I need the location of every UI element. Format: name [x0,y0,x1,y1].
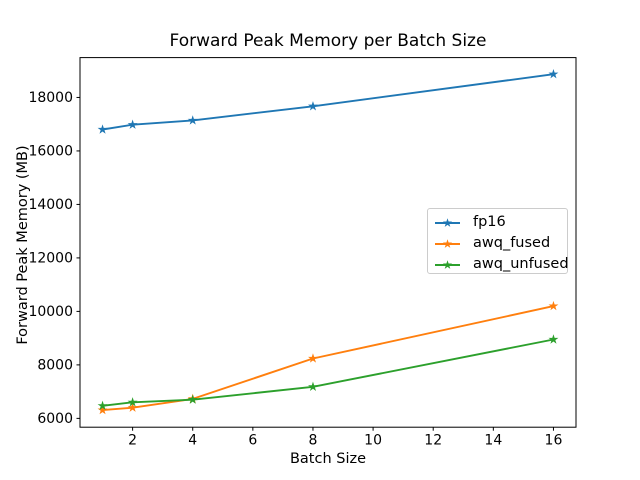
x-axis-label: Batch Size [289,451,367,467]
legend-line-marker-icon [435,259,460,269]
chart-title: Forward Peak Memory per Batch Size [169,31,487,51]
plot-border [79,57,577,428]
data-point-marker-fp16 [187,115,198,125]
legend-sample-marker [442,259,453,269]
x-tick-label: 6 [248,433,257,449]
legend-label: awq_unfused [473,256,569,273]
legend: fp16 awq_fused awq_unfused [427,208,569,275]
y-tick-label: 10000 [28,304,73,320]
y-tick-label: 18000 [28,90,73,106]
x-tick-label: 4 [188,433,197,449]
y-tick-label: 6000 [37,411,73,427]
data-point-marker-awq_unfused [187,394,198,404]
legend-label: fp16 [473,214,506,231]
y-tick-label: 12000 [28,251,73,267]
x-tick-label: 2 [128,433,137,449]
legend-sample-marker [442,238,453,248]
x-tick-label: 8 [309,433,318,449]
legend-line-marker-icon [435,217,460,227]
y-axis-label: Forward Peak Memory (MB) [15,145,31,345]
x-tick-label: 10 [364,433,382,449]
data-point-marker-awq_fused [308,353,318,363]
data-point-marker-awq_fused [127,402,138,412]
data-point-marker-fp16 [97,124,108,134]
data-point-marker-fp16 [548,68,559,79]
data-point-marker-fp16 [308,101,318,111]
x-tick-label: 14 [484,433,502,449]
x-tick-label: 12 [424,433,442,449]
data-point-marker-fp16 [127,119,138,129]
series-line-fp16 [101,73,555,131]
legend-sample-marker [442,217,453,227]
y-tick-label: 8000 [37,358,73,374]
data-point-marker-awq_unfused [127,397,138,407]
y-tick-label: 14000 [28,197,73,213]
data-point-marker-awq_unfused [308,381,318,392]
legend-item-awq-fused: awq_fused [434,233,567,254]
legend-item-fp16: fp16 [434,212,567,233]
legend-line-marker-icon [435,238,460,248]
y-tick-label: 16000 [28,144,73,160]
legend-item-awq-unfused: awq_unfused [434,254,569,275]
series-line-awq_fused [101,305,555,412]
series-line-awq_unfused [101,338,555,407]
legend-label: awq_fused [473,235,551,252]
x-tick-label: 16 [545,433,563,449]
data-point-marker-awq_unfused [548,334,559,344]
data-point-marker-awq_fused [548,300,559,311]
data-point-marker-awq_unfused [97,400,108,411]
data-point-marker-awq_fused [97,404,108,415]
